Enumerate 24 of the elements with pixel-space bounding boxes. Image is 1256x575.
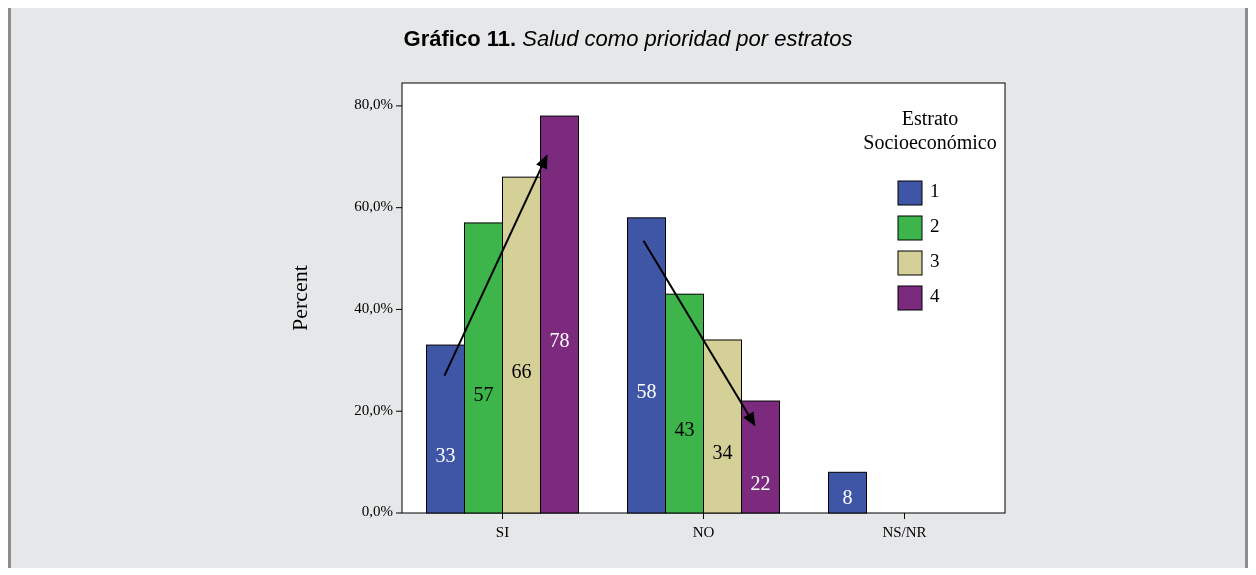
y-tick-label: 20,0% xyxy=(354,401,393,418)
y-axis-title: Percent xyxy=(287,265,312,331)
legend-label: 1 xyxy=(930,180,940,202)
y-tick-label: 0,0% xyxy=(361,503,393,520)
data-label: 78 xyxy=(549,329,570,352)
y-tick-label: 40,0% xyxy=(354,299,393,316)
data-label: 57 xyxy=(473,382,494,405)
legend-label: 4 xyxy=(930,285,940,307)
x-tick-label: NS/NR xyxy=(882,524,927,540)
data-label: 34 xyxy=(712,441,733,464)
data-label: 33 xyxy=(435,443,456,466)
data-label: 43 xyxy=(674,418,695,441)
y-tick-label: 80,0% xyxy=(354,96,393,113)
y-tick-label: 60,0% xyxy=(354,198,393,215)
legend-label: 2 xyxy=(930,215,940,237)
chart-title: Gráfico 11. Salud como prioridad por estratos xyxy=(403,26,853,51)
data-label: 8 xyxy=(842,485,853,508)
data-label: 22 xyxy=(750,471,771,494)
legend-label: 3 xyxy=(930,250,940,272)
x-tick-label: SI xyxy=(495,524,510,540)
x-tick-label: NO xyxy=(692,524,715,540)
data-label: 58 xyxy=(636,380,657,403)
legend-title: Estrato Socioeconómico xyxy=(863,107,997,153)
data-label: 66 xyxy=(511,359,532,382)
